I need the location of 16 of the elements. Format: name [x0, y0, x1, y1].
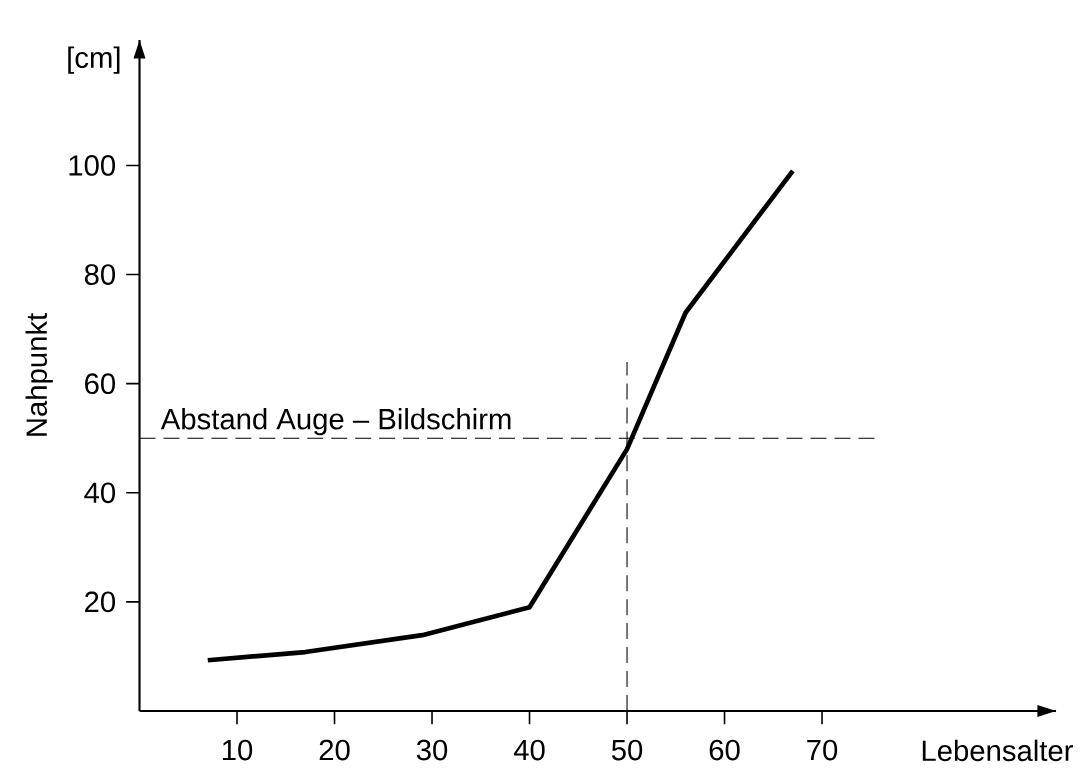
x-tick-label: 10 [222, 739, 253, 761]
y-tick-label: 40 [84, 482, 116, 504]
ref-line-label: Abstand Auge – Bildschirm [160, 407, 511, 436]
y-axis-title: Nahpunkt [25, 313, 53, 436]
x-tick-label: 20 [319, 739, 350, 761]
text: [cm] [68, 46, 120, 74]
x-tick-label: 30 [416, 739, 448, 761]
y-tick-label: 20 [85, 591, 116, 613]
y-tick-label: 60 [85, 373, 116, 395]
x-tick-label: 50 [611, 739, 643, 761]
y-tick-label: 100 [69, 155, 116, 176]
x-axis-title: Lebensalter [922, 739, 1073, 762]
x-tick-label: 60 [709, 739, 740, 761]
x-tick-label: 40 [513, 739, 545, 761]
x-tick-label: 70 [807, 739, 838, 761]
y-tick-label: 80 [84, 264, 116, 285]
